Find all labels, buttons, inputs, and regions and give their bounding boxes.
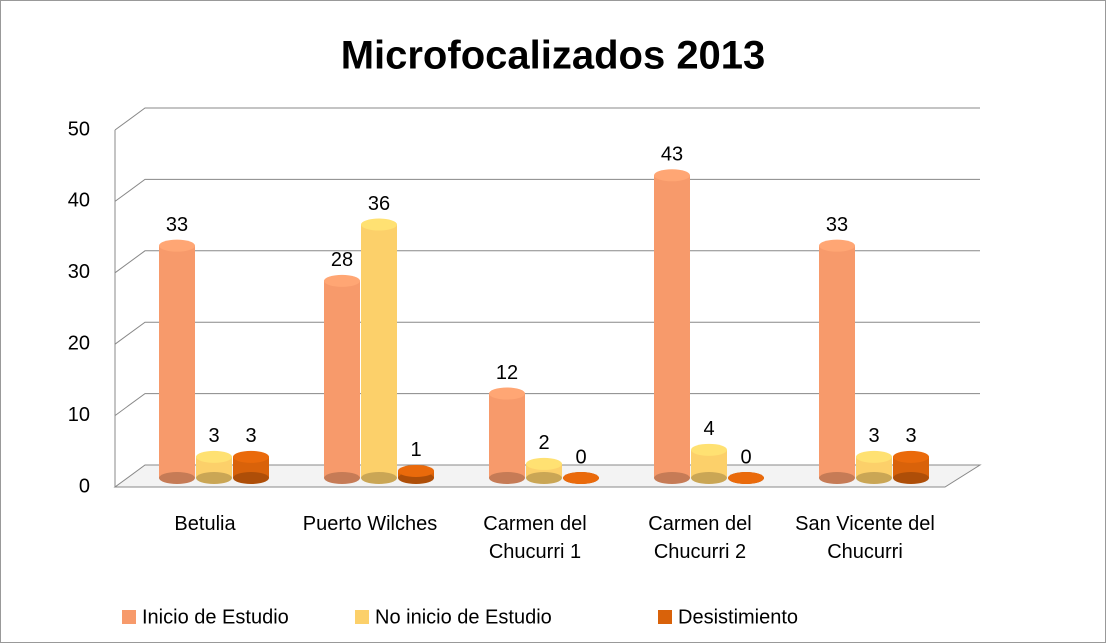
grid-line — [114, 178, 980, 202]
bar-top — [159, 239, 195, 252]
legend-swatch — [658, 610, 672, 624]
bar-top — [654, 169, 690, 182]
bar-base — [893, 472, 929, 484]
bar — [159, 239, 195, 484]
bar-top — [526, 457, 562, 470]
bar-body — [324, 280, 360, 478]
x-tick-label: Carmen del Chucurri 2 — [648, 513, 752, 563]
bar — [819, 239, 855, 484]
legend-label: No inicio de Estudio — [375, 606, 552, 628]
bar-top — [691, 443, 727, 456]
y-tick-label: 10 — [68, 404, 90, 426]
bar-top — [324, 274, 360, 287]
bar-base — [233, 472, 269, 484]
data-label: 0 — [575, 446, 586, 468]
bar-top — [489, 387, 525, 400]
y-tick-label: 30 — [68, 261, 90, 283]
bar-top — [361, 218, 397, 231]
bar — [398, 464, 434, 484]
legend-swatch — [122, 610, 136, 624]
bar — [489, 387, 525, 484]
bar-base — [526, 472, 562, 484]
grid-line — [114, 321, 980, 345]
bar-top — [819, 239, 855, 252]
bar-top — [856, 450, 892, 463]
data-label: 3 — [208, 425, 219, 447]
bar-body — [893, 456, 929, 478]
legend-label: Inicio de Estudio — [142, 606, 289, 628]
bar-base — [819, 472, 855, 484]
bar-body — [196, 456, 232, 478]
bar-top — [196, 450, 232, 463]
bar-base — [361, 472, 397, 484]
grid-line — [114, 393, 980, 417]
bar-body — [233, 456, 269, 478]
grid-line — [114, 250, 980, 274]
bar-body — [654, 175, 690, 478]
bar-base — [159, 472, 195, 484]
data-label: 28 — [331, 249, 353, 271]
bar — [728, 472, 764, 484]
y-tick-label: 50 — [68, 118, 90, 140]
x-tick-label: Carmen del Chucurri 1 — [483, 513, 587, 563]
bar — [856, 450, 892, 484]
data-label: 2 — [538, 432, 549, 454]
y-tick-label: 40 — [68, 190, 90, 212]
bar — [893, 450, 929, 484]
x-tick-label: Puerto Wilches — [302, 513, 438, 535]
y-tick-label: 0 — [79, 475, 90, 497]
bar-body — [489, 393, 525, 478]
data-label: 12 — [496, 362, 518, 384]
bar-base — [489, 472, 525, 484]
data-label: 43 — [661, 144, 683, 166]
data-label: 0 — [740, 446, 751, 468]
bar-base — [324, 472, 360, 484]
y-tick-label: 20 — [68, 332, 90, 354]
bar — [563, 472, 599, 484]
bar-base — [856, 472, 892, 484]
chart-title: Microfocalizados 2013 — [341, 34, 766, 78]
bar-base — [196, 472, 232, 484]
bar — [654, 169, 690, 484]
bar — [324, 274, 360, 484]
bar-base — [691, 472, 727, 484]
bar — [526, 457, 562, 484]
bar-top — [563, 472, 599, 484]
bar — [691, 443, 727, 484]
bar-base — [654, 472, 690, 484]
bar — [361, 218, 397, 484]
data-label: 4 — [703, 418, 714, 440]
bar — [233, 450, 269, 484]
bar-body — [159, 245, 195, 478]
bar-body — [819, 245, 855, 478]
data-label: 3 — [905, 425, 916, 447]
bar-top — [893, 450, 929, 463]
data-label: 3 — [245, 425, 256, 447]
data-label: 36 — [368, 193, 390, 215]
data-label: 1 — [410, 439, 421, 461]
x-tick-label: Betulia — [174, 513, 236, 535]
legend-label: Desistimiento — [678, 606, 798, 628]
bar — [196, 450, 232, 484]
x-tick-label: San Vicente del Chucurri — [795, 513, 935, 563]
data-label: 33 — [166, 214, 188, 236]
data-label: 33 — [826, 214, 848, 236]
bar-body — [361, 224, 397, 478]
legend-swatch — [355, 610, 369, 624]
data-label: 3 — [868, 425, 879, 447]
bar-body — [856, 456, 892, 478]
grid-line — [114, 107, 980, 131]
bar-top — [398, 464, 434, 477]
bar-top — [728, 472, 764, 484]
bar-top — [233, 450, 269, 463]
